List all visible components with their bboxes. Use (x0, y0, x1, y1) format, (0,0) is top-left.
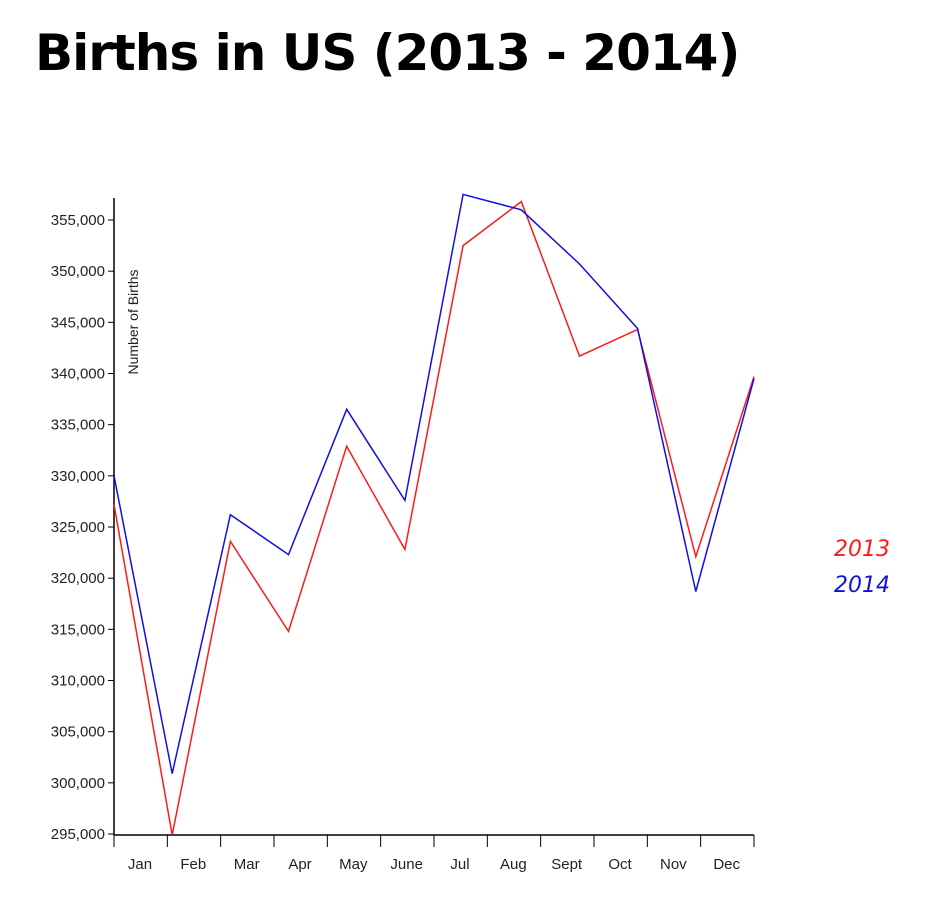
x-tick-label: Oct (608, 856, 632, 873)
chart-title: Births in US (2013 - 2014) (35, 24, 740, 82)
x-tick-label: Aug (500, 856, 527, 873)
x-tick-label: May (339, 856, 368, 873)
y-axis-label: Number of Births (125, 269, 141, 374)
y-tick-label: 300,000 (51, 775, 105, 792)
x-tick-label: Sept (551, 856, 583, 873)
y-tick-label: 305,000 (51, 724, 105, 741)
y-tick-label: 355,000 (51, 212, 105, 229)
x-tick-label: Apr (288, 856, 311, 873)
series-lines (113, 193, 755, 836)
y-tick-label: 330,000 (51, 468, 105, 485)
y-tick-label: 315,000 (51, 621, 105, 638)
y-axis: 295,000 300,000 305,000 310,000 315,000 320,0… (51, 198, 115, 843)
x-tick-label: Dec (713, 856, 740, 873)
x-axis: Jan Feb Mar Apr May June Jul Aug Sept Oct Nov Dec (113, 834, 755, 873)
y-tick-label: 325,000 (51, 519, 105, 536)
series-line-2013 (113, 200, 755, 836)
y-tick-label: 310,000 (51, 673, 105, 690)
series-line-2014 (113, 193, 755, 774)
x-tick-label: Jul (450, 856, 469, 873)
legend: 2013 2014 (834, 537, 890, 598)
legend-entry-2013: 2013 (834, 537, 890, 562)
legend-entry-2014: 2014 (834, 573, 890, 598)
x-tick-label: Jan (128, 856, 152, 873)
y-tick-label: 320,000 (51, 570, 105, 587)
x-tick-label: Feb (180, 856, 206, 873)
y-tick-label: 345,000 (51, 314, 105, 331)
x-tick-label: Nov (660, 856, 687, 873)
y-tick-label: 350,000 (51, 263, 105, 280)
y-tick-label: 340,000 (51, 366, 105, 383)
y-tick-label: 295,000 (51, 826, 105, 843)
y-tick-label: 335,000 (51, 417, 105, 434)
x-tick-label: Mar (234, 856, 260, 873)
x-tick-label: June (390, 856, 423, 873)
